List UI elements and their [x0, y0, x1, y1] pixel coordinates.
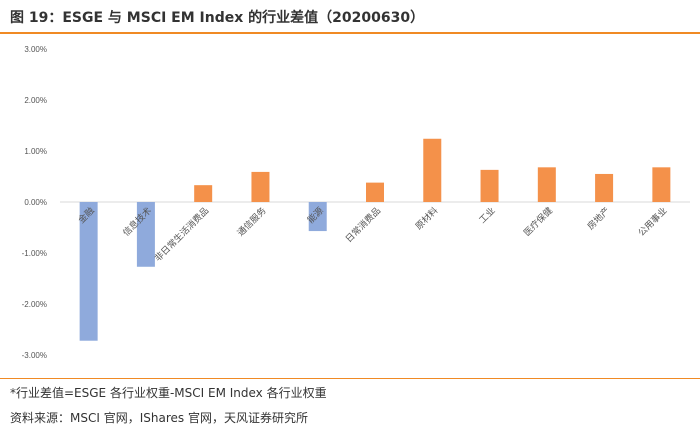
y-tick-label: 1.00% — [24, 147, 47, 156]
top-divider — [0, 32, 700, 34]
y-tick-label: 2.00% — [24, 96, 47, 105]
footnote: *行业差值=ESGE 各行业权重-MSCI EM Index 各行业权重 — [10, 386, 327, 400]
y-tick-label: -1.00% — [22, 249, 47, 258]
category-label: 公用事业 — [636, 205, 670, 239]
chart-title: 图 19：ESGE 与 MSCI EM Index 的行业差值（20200630… — [10, 10, 425, 26]
bar-chart: 3.00%2.00%1.00%0.00%-1.00%-2.00%-3.00% 金… — [22, 45, 690, 360]
bar-9 — [595, 173, 614, 202]
y-tick-label: 0.00% — [24, 198, 47, 207]
bottom-divider — [0, 378, 700, 379]
bar-2 — [194, 185, 213, 202]
bar-8 — [537, 167, 556, 202]
bar-3 — [251, 171, 270, 202]
source-note: 资料来源：MSCI 官网，IShares 官网，天风证券研究所 — [10, 411, 308, 425]
y-axis: 3.00% 2.00% 1.00% 0.00% -1.00% -2.00% -3.00% — [22, 45, 47, 360]
category-label: 通信服务 — [235, 205, 269, 239]
bar-7 — [480, 169, 499, 202]
category-label: 医疗保健 — [521, 205, 555, 239]
category-label: 工业 — [477, 205, 498, 226]
category-label: 非日常生活消费品 — [152, 205, 211, 264]
y-tick-label: 3.00% — [24, 45, 47, 54]
y-tick-label: -3.00% — [22, 351, 47, 360]
bar-0 — [79, 202, 98, 341]
category-label: 原材料 — [413, 205, 441, 233]
y-tick-label: -2.00% — [22, 300, 47, 309]
category-labels: 金融 信息技术 非日常生活消费品 通信服务 能源 日常消费品 原材料 工业 医疗保健 房地产 公用事… — [76, 205, 670, 264]
category-label: 房地产 — [585, 205, 613, 233]
bar-series — [79, 138, 671, 341]
bar-6 — [423, 138, 442, 202]
bar-4 — [308, 202, 327, 232]
bar-5 — [366, 182, 384, 202]
bar-1 — [136, 202, 155, 267]
category-label: 日常消费品 — [343, 205, 383, 245]
bar-10 — [652, 167, 671, 202]
